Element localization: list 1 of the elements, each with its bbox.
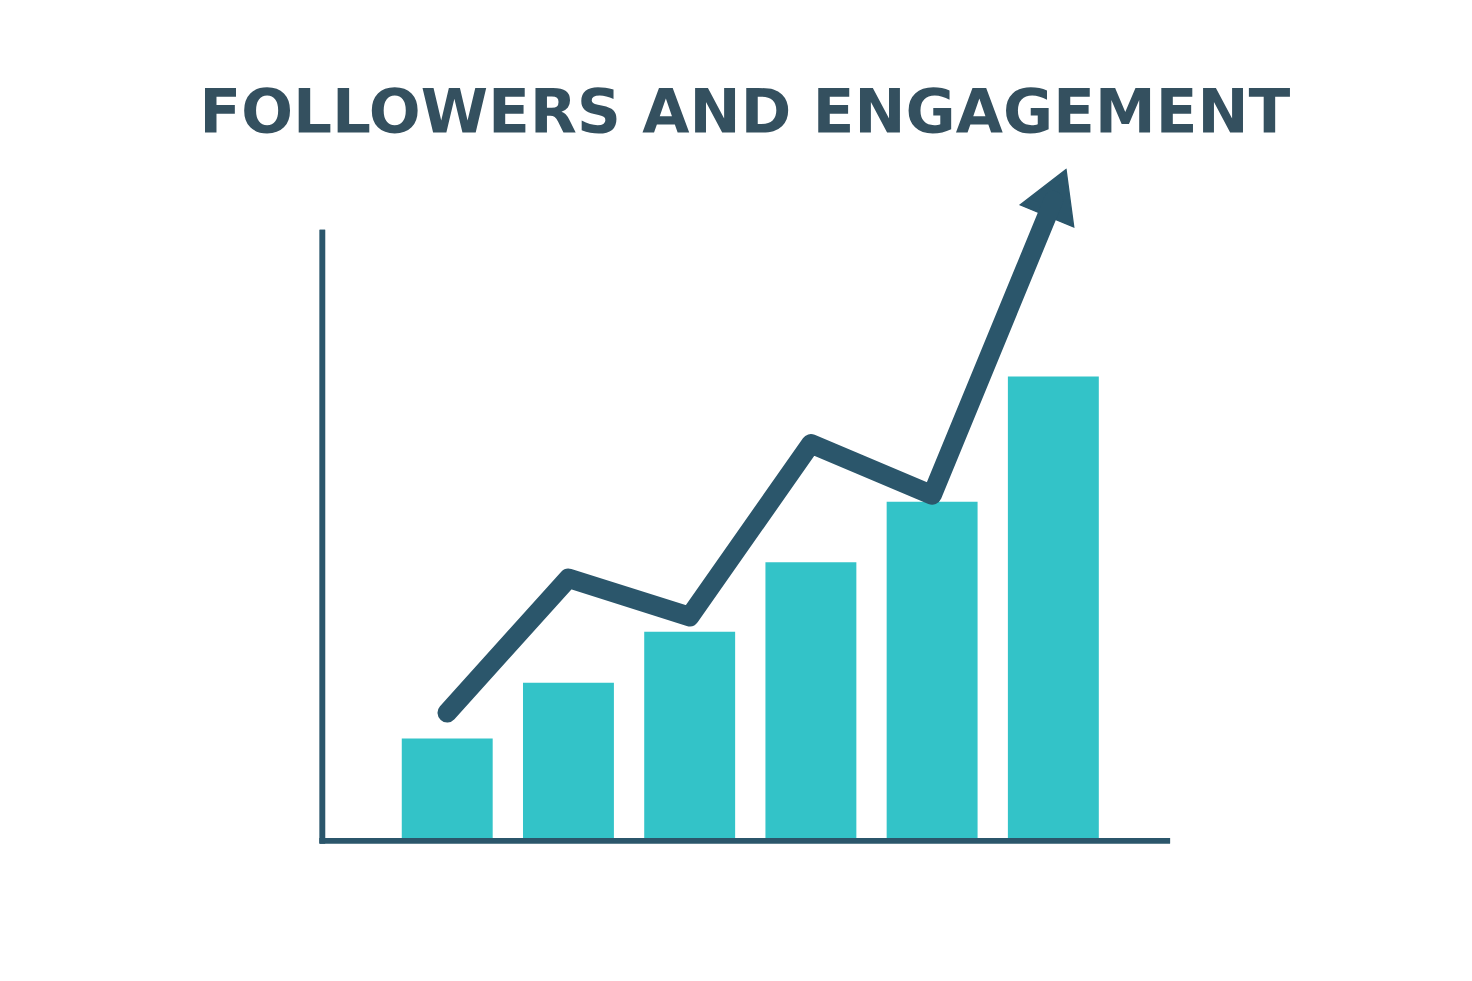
chart-title: FOLLOWERS AND ENGAGEMENT bbox=[205, 87, 1290, 134]
